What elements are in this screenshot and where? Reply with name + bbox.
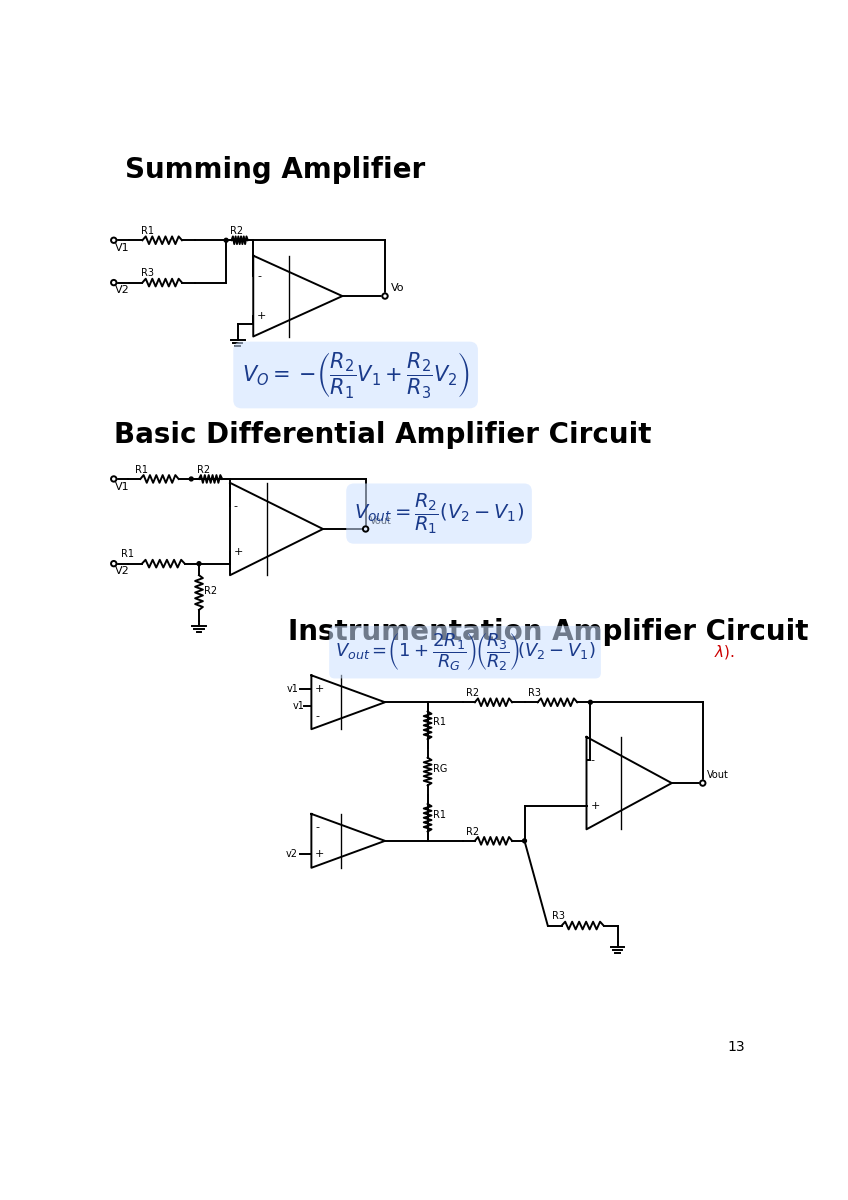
Circle shape [197,562,201,565]
Text: R1: R1 [141,226,153,236]
Text: v1: v1 [293,702,304,712]
Text: Vout: Vout [706,770,728,780]
Text: V1: V1 [115,244,130,253]
Text: R1: R1 [433,718,446,727]
Text: R2: R2 [466,827,479,836]
Circle shape [522,839,527,842]
Text: 13: 13 [728,1040,745,1054]
Text: +: + [315,850,325,859]
Text: V2: V2 [115,566,130,576]
Text: $V_{out} = \dfrac{R_2}{R_1}(V_2 - V_1)$: $V_{out} = \dfrac{R_2}{R_1}(V_2 - V_1)$ [354,491,524,536]
Circle shape [111,560,116,566]
Text: R2: R2 [204,587,218,596]
Text: +: + [590,802,600,811]
Text: -: - [590,755,594,766]
Text: V2: V2 [115,286,130,295]
Text: RG: RG [433,763,448,774]
Text: +: + [315,684,325,694]
Text: R2: R2 [230,226,243,236]
Text: R1: R1 [136,464,148,475]
Text: Summing Amplifier: Summing Amplifier [126,156,426,184]
Text: -: - [315,710,319,721]
Circle shape [589,701,592,704]
Text: R2: R2 [198,464,210,475]
Text: R3: R3 [528,688,541,698]
Text: Instrumentation Amplifier Circuit: Instrumentation Amplifier Circuit [288,618,809,646]
Text: v1: v1 [287,684,298,694]
Circle shape [382,293,388,299]
Text: Vout: Vout [370,516,392,527]
Text: R3: R3 [141,269,153,278]
Text: $V_{out} = \!\left(1+\dfrac{2R_1}{R_G}\right)\!\left(\dfrac{R_3}{R_2}\right)\!(V: $V_{out} = \!\left(1+\dfrac{2R_1}{R_G}\r… [335,631,595,673]
Circle shape [189,478,193,481]
Text: R1: R1 [121,550,135,559]
Text: V1: V1 [115,481,130,492]
Circle shape [700,780,706,786]
Circle shape [111,280,116,286]
Text: R2: R2 [466,688,479,698]
Text: $\lambda).$: $\lambda).$ [714,643,735,661]
Text: Basic Differential Amplifier Circuit: Basic Differential Amplifier Circuit [114,421,651,449]
Text: R3: R3 [552,911,565,922]
Text: +: + [257,311,266,322]
Text: -: - [234,500,238,511]
Circle shape [111,238,116,242]
Circle shape [111,476,116,481]
Text: $V_O = -\!\left(\dfrac{R_2}{R_1}V_1 + \dfrac{R_2}{R_3}V_2\right)$: $V_O = -\!\left(\dfrac{R_2}{R_1}V_1 + \d… [242,350,470,400]
Text: R1: R1 [433,810,446,820]
Text: v2: v2 [287,850,298,859]
Text: +: + [234,547,243,557]
Circle shape [363,527,368,532]
Text: -: - [257,271,261,281]
Text: Vo: Vo [391,283,404,294]
Text: -: - [315,822,319,833]
Circle shape [224,239,228,242]
